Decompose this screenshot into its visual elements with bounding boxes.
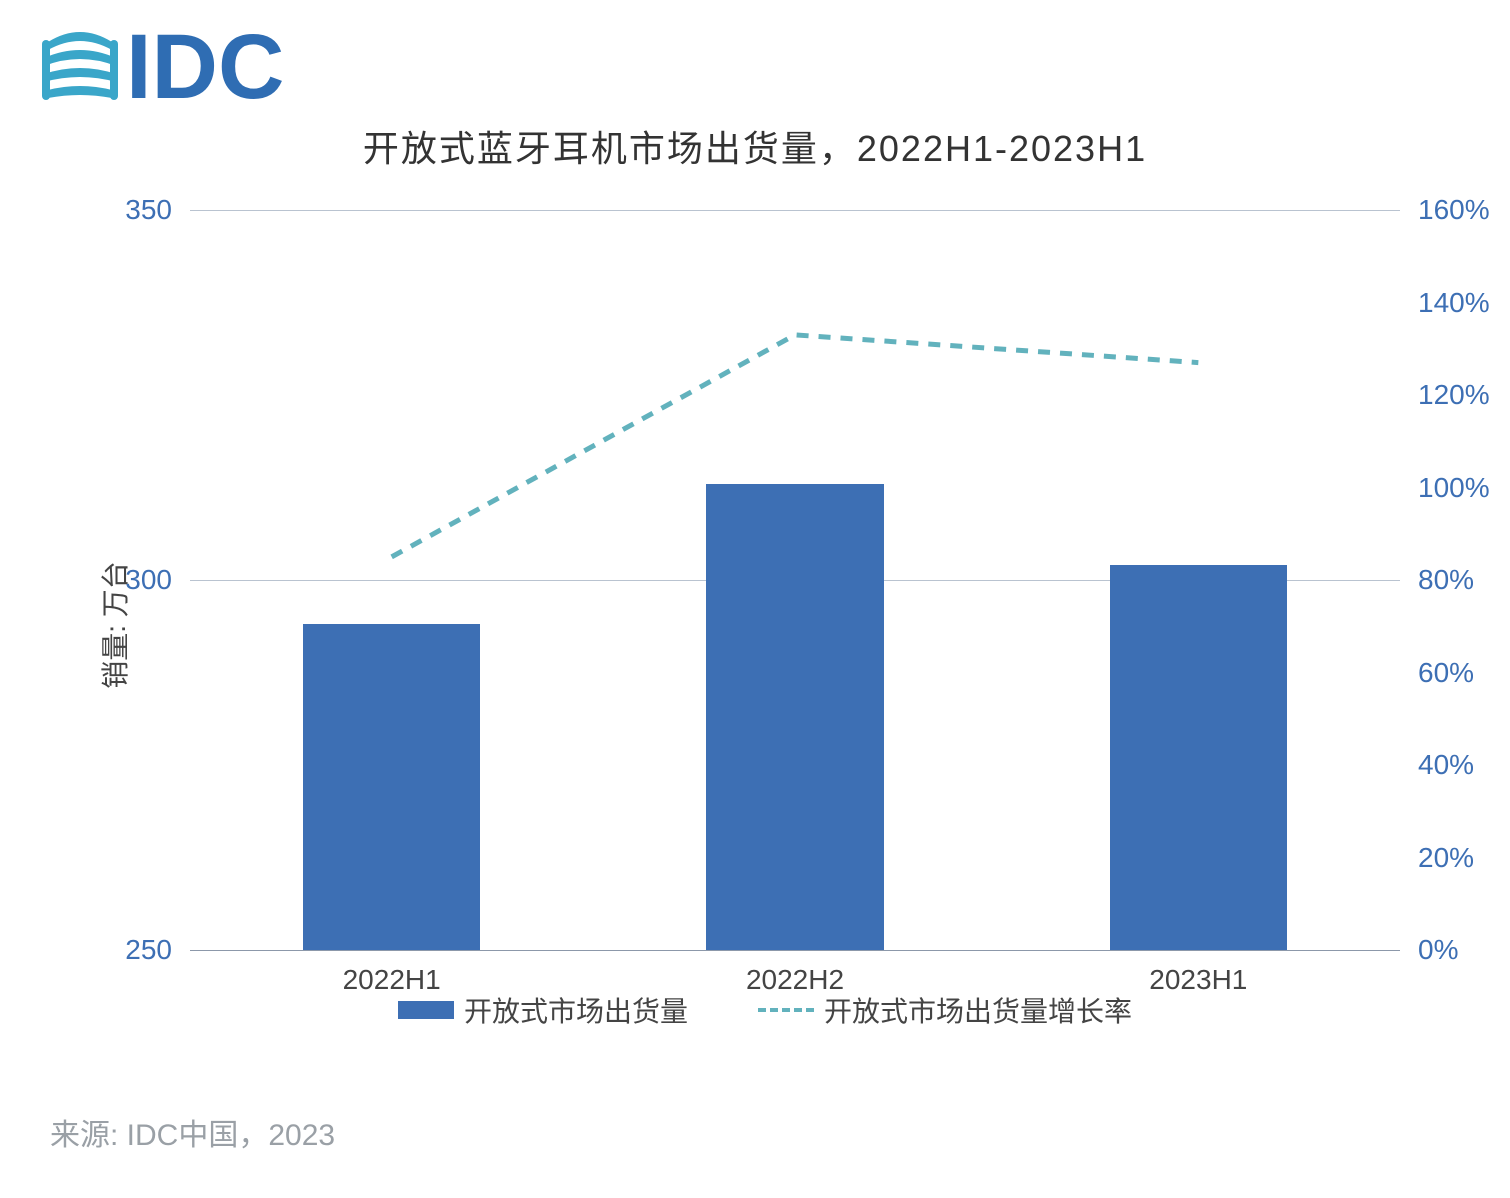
legend-line-label: 开放式市场出货量增长率 — [824, 990, 1132, 1030]
page-root: IDC 开放式蓝牙耳机市场出货量，2022H1-2023H1 销量: 万台 25… — [0, 0, 1510, 1198]
plot-area: 2503003500%20%40%60%80%100%120%140%160%2… — [190, 210, 1400, 950]
y1-tick-label: 250 — [125, 934, 190, 966]
legend-dash-swatch — [758, 1008, 814, 1012]
idc-logo: IDC — [40, 12, 320, 117]
legend-item-line: 开放式市场出货量增长率 — [758, 990, 1132, 1030]
chart-container: 销量: 万台 2503003500%20%40%60%80%100%120%14… — [50, 190, 1480, 1060]
y2-tick-label: 40% — [1400, 749, 1474, 781]
idc-logo-svg: IDC — [40, 12, 320, 112]
legend: 开放式市场出货量 开放式市场出货量增长率 — [50, 990, 1480, 1030]
legend-bar-label: 开放式市场出货量 — [464, 990, 688, 1030]
y2-tick-label: 60% — [1400, 657, 1474, 689]
y2-tick-label: 20% — [1400, 842, 1474, 874]
y2-tick-label: 100% — [1400, 472, 1490, 504]
y2-tick-label: 0% — [1400, 934, 1458, 966]
y1-tick-label: 300 — [125, 564, 190, 596]
legend-item-bar: 开放式市场出货量 — [398, 990, 688, 1030]
y2-tick-label: 120% — [1400, 379, 1490, 411]
y2-tick-label: 80% — [1400, 564, 1474, 596]
idc-logo-text: IDC — [126, 16, 284, 112]
y2-tick-label: 140% — [1400, 287, 1490, 319]
chart-title: 开放式蓝牙耳机市场出货量，2022H1-2023H1 — [0, 120, 1510, 172]
y2-tick-label: 160% — [1400, 194, 1490, 226]
bar — [1110, 565, 1287, 950]
source-text: 来源: IDC中国，2023 — [50, 1110, 335, 1154]
grid-line — [190, 210, 1400, 211]
bar — [706, 484, 883, 950]
bar — [303, 624, 480, 950]
legend-bar-swatch — [398, 1001, 454, 1019]
y1-tick-label: 350 — [125, 194, 190, 226]
